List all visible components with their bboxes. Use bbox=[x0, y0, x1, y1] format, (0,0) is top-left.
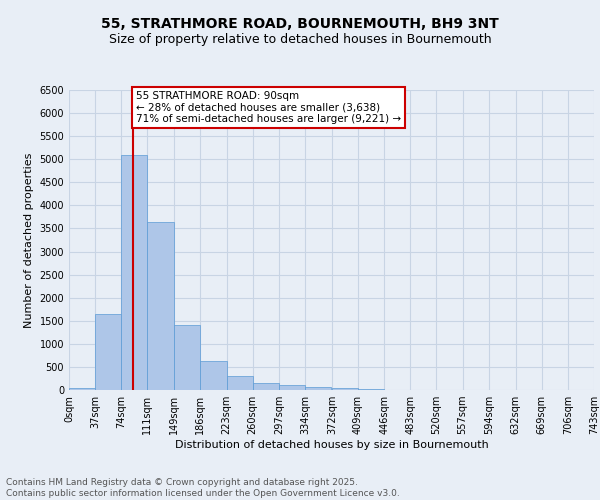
Bar bbox=[200, 362, 227, 390]
Bar bbox=[95, 314, 121, 390]
Bar bbox=[305, 386, 331, 390]
Bar bbox=[174, 326, 200, 390]
Bar bbox=[148, 222, 173, 390]
Text: 55 STRATHMORE ROAD: 90sqm
← 28% of detached houses are smaller (3,638)
71% of se: 55 STRATHMORE ROAD: 90sqm ← 28% of detac… bbox=[136, 91, 401, 124]
Bar bbox=[227, 376, 253, 390]
Bar bbox=[69, 388, 95, 390]
Bar bbox=[332, 388, 358, 390]
Bar bbox=[358, 388, 384, 390]
Text: Size of property relative to detached houses in Bournemouth: Size of property relative to detached ho… bbox=[109, 32, 491, 46]
Bar bbox=[121, 154, 148, 390]
Bar bbox=[279, 385, 305, 390]
Text: 55, STRATHMORE ROAD, BOURNEMOUTH, BH9 3NT: 55, STRATHMORE ROAD, BOURNEMOUTH, BH9 3N… bbox=[101, 18, 499, 32]
X-axis label: Distribution of detached houses by size in Bournemouth: Distribution of detached houses by size … bbox=[175, 440, 488, 450]
Text: Contains HM Land Registry data © Crown copyright and database right 2025.
Contai: Contains HM Land Registry data © Crown c… bbox=[6, 478, 400, 498]
Bar bbox=[253, 384, 279, 390]
Y-axis label: Number of detached properties: Number of detached properties bbox=[24, 152, 34, 328]
